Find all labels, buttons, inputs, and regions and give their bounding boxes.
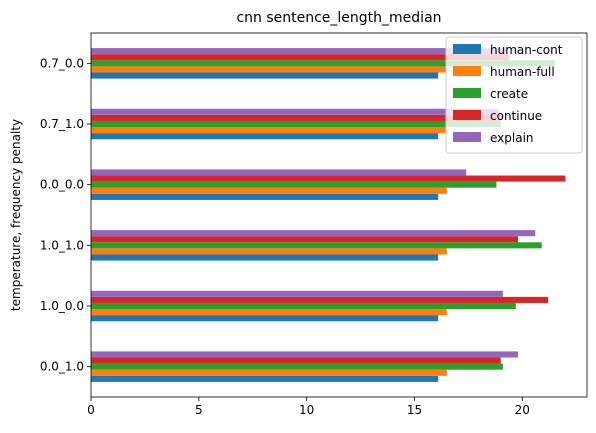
x-tick-label-5: 5 xyxy=(195,403,203,417)
x-tick-label-20: 20 xyxy=(515,403,530,417)
y-tick-label-0.0_1.0: 0.0_1.0 xyxy=(40,360,84,374)
bar-human-full-1.0_0.0 xyxy=(91,309,447,316)
legend-label-human-cont: human-cont xyxy=(490,43,563,57)
bar-explain-1.0_0.0 xyxy=(91,290,503,297)
plot-frame xyxy=(90,32,588,398)
bar-explain-1.0_1.0 xyxy=(91,230,536,237)
bar-human-cont-1.0_1.0 xyxy=(91,254,439,261)
bar-continue-1.0_0.0 xyxy=(91,296,549,303)
x-tick-label-0: 0 xyxy=(87,403,95,417)
bar-create-0.0_0.0 xyxy=(91,181,497,188)
bar-human-cont-0.0_0.0 xyxy=(91,193,439,200)
bar-explain-0.0_1.0 xyxy=(91,351,518,358)
legend-swatch-create xyxy=(453,88,481,98)
x-tick-label-10: 10 xyxy=(299,403,314,417)
y-tick-label-0.7_1.0: 0.7_1.0 xyxy=(40,117,84,131)
bar-human-full-0.7_1.0 xyxy=(91,127,447,134)
bar-create-0.7_1.0 xyxy=(91,120,501,128)
y-tick-label-1.0_1.0: 1.0_1.0 xyxy=(40,238,84,252)
legend-label-create: create xyxy=(490,87,528,101)
bar-create-1.0_1.0 xyxy=(91,242,542,249)
bar-human-cont-1.0_0.0 xyxy=(91,315,439,322)
bar-explain-0.0_0.0 xyxy=(91,169,467,176)
legend-swatch-human-full xyxy=(453,66,481,76)
bar-continue-0.7_1.0 xyxy=(91,114,501,121)
bar-create-0.0_1.0 xyxy=(91,363,503,370)
bar-create-1.0_0.0 xyxy=(91,302,516,310)
axes-group: 0 5 10 15 20 0.0_1.0 1.0_0.0 1.0_1.0 0.0_0.0 0.7_… xyxy=(40,32,588,417)
legend-label-explain: explain xyxy=(490,131,534,145)
bar-explain-0.7_1.0 xyxy=(91,108,499,115)
y-axis-label: temperature, frequency penalty xyxy=(9,119,23,311)
legend-swatch-human-cont xyxy=(453,44,481,54)
legend-label-continue: continue xyxy=(490,109,542,123)
legend-label-human-full: human-full xyxy=(490,65,555,79)
x-tick-label-15: 15 xyxy=(407,403,422,417)
bar-human-full-0.0_1.0 xyxy=(91,369,447,376)
bar-explain-0.7_0.0 xyxy=(91,48,508,55)
bar-human-cont-0.7_0.0 xyxy=(91,72,439,79)
bar-human-full-1.0_1.0 xyxy=(91,248,447,255)
bar-human-full-0.7_0.0 xyxy=(91,66,447,73)
bar-continue-0.0_0.0 xyxy=(91,175,566,182)
y-tick-label-1.0_0.0: 1.0_0.0 xyxy=(40,299,84,313)
bar-human-full-0.0_0.0 xyxy=(91,187,447,194)
bars-group xyxy=(91,48,566,382)
y-tick-label-0.7_0.0: 0.7_0.0 xyxy=(40,56,84,70)
bar-human-cont-0.7_1.0 xyxy=(91,133,439,140)
y-tick-label-0.0_0.0: 0.0_0.0 xyxy=(40,178,84,192)
legend-swatch-continue xyxy=(453,110,481,120)
legend-swatch-explain xyxy=(453,132,481,142)
bar-continue-0.7_0.0 xyxy=(91,54,510,61)
bar-create-0.7_0.0 xyxy=(91,60,555,67)
bar-continue-1.0_1.0 xyxy=(91,236,518,243)
chart-title: cnn sentence_length_median xyxy=(236,10,441,26)
legend: human-cont human-full create continue explai… xyxy=(445,36,583,154)
bar-human-cont-0.0_1.0 xyxy=(91,375,439,382)
bar-continue-0.0_1.0 xyxy=(91,357,501,364)
